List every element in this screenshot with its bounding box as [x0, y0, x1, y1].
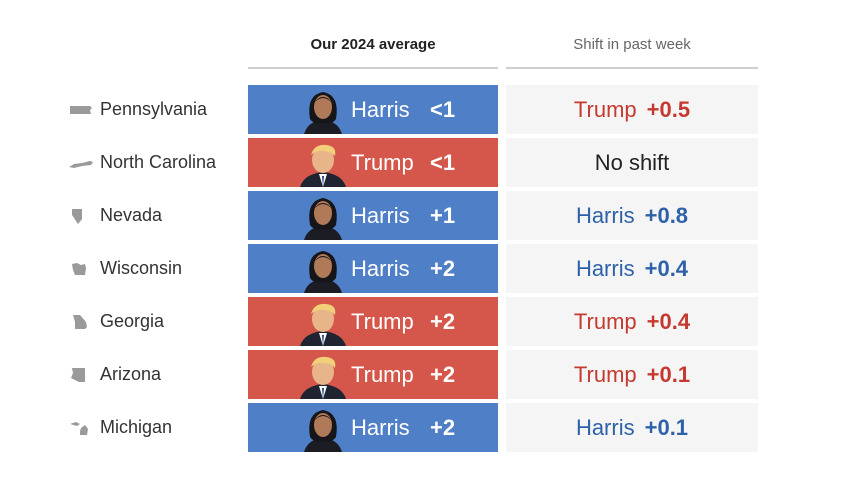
average-leader: Harris: [351, 256, 410, 281]
average-cell: Harris +2: [248, 403, 498, 452]
shift-cell: Harris +0.8: [506, 191, 758, 240]
average-leader: Trump: [351, 150, 414, 175]
michigan-outline-icon: [70, 421, 88, 435]
state-name: North Carolina: [100, 152, 217, 172]
state-name: Wisconsin: [100, 258, 183, 278]
state-label: Wisconsin: [68, 244, 243, 293]
nevada-outline-icon: [72, 208, 82, 224]
average-margin: <1: [430, 97, 456, 122]
state-name: Georgia: [100, 311, 165, 331]
column-header-average: Our 2024 average: [310, 36, 436, 53]
average-cell: Harris +2: [248, 244, 498, 293]
pennsylvania-outline-icon: [70, 105, 92, 114]
average-cell: Trump +2: [248, 297, 498, 346]
arizona-outline-icon: [71, 367, 85, 382]
average-margin: +2: [430, 309, 456, 334]
table-row: Michigan Harris +2 Harris +0.1: [0, 403, 861, 452]
shift-cell: Harris +0.4: [506, 244, 758, 293]
table-row: Pennsylvania Harris <1 Trump +0.5: [0, 85, 861, 134]
average-leader: Harris: [351, 203, 410, 228]
state-label: Georgia: [68, 297, 243, 346]
header-rule-average: [248, 67, 498, 69]
average-leader: Trump: [351, 362, 414, 387]
average-cell: Harris <1: [248, 85, 498, 134]
average-cell: Harris +1: [248, 191, 498, 240]
state-label: Arizona: [68, 350, 243, 399]
average-cell: Trump <1: [248, 138, 498, 187]
average-cell: Trump +2: [248, 350, 498, 399]
table-row: North Carolina Trump <1 No shift: [0, 138, 861, 187]
shift-leader: Harris: [575, 203, 635, 228]
shift-leader: Harris: [575, 415, 635, 440]
shift-leader: Harris: [575, 256, 635, 281]
average-leader: Harris: [351, 415, 410, 440]
georgia-outline-icon: [73, 314, 87, 329]
trump-portrait: [300, 356, 346, 399]
average-leader: Harris: [351, 97, 410, 122]
state-label: Nevada: [68, 191, 243, 240]
state-name: Arizona: [100, 364, 162, 384]
shift-value: +0.8: [644, 203, 689, 228]
header-rule-shift: [506, 67, 758, 69]
average-margin: +2: [430, 415, 456, 440]
harris-portrait: [304, 410, 342, 452]
state-name: Pennsylvania: [100, 99, 208, 119]
state-name: Nevada: [100, 205, 163, 225]
shift-value: +0.4: [644, 256, 689, 281]
average-margin: +2: [430, 256, 456, 281]
shift-cell: Trump +0.1: [506, 350, 758, 399]
shift-value: +0.1: [646, 362, 691, 387]
state-label: Pennsylvania: [68, 85, 243, 134]
shift-value: +0.4: [646, 309, 691, 334]
shift-leader: Trump: [573, 362, 637, 387]
shift-cell: No shift: [506, 138, 758, 187]
harris-portrait: [304, 92, 342, 134]
column-header-shift: Shift in past week: [573, 36, 691, 53]
shift-text: No shift: [594, 150, 670, 175]
table-row: Georgia Trump +2 Trump +0.4: [0, 297, 861, 346]
shift-leader: Trump: [573, 97, 637, 122]
state-label: North Carolina: [68, 138, 243, 187]
shift-cell: Trump +0.5: [506, 85, 758, 134]
average-leader: Trump: [351, 309, 414, 334]
harris-portrait: [304, 198, 342, 240]
harris-portrait: [304, 251, 342, 293]
trump-portrait: [300, 144, 346, 187]
average-margin: <1: [430, 150, 456, 175]
table-row: Nevada Harris +1 Harris +0.8: [0, 191, 861, 240]
table-row: Arizona Trump +2 Trump +0.1: [0, 350, 861, 399]
average-margin: +1: [430, 203, 456, 228]
wisconsin-outline-icon: [72, 262, 86, 275]
table-row: Wisconsin Harris +2 Harris +0.4: [0, 244, 861, 293]
state-label: Michigan: [68, 403, 243, 452]
average-margin: +2: [430, 362, 456, 387]
state-name: Michigan: [100, 417, 173, 437]
shift-leader: Trump: [573, 309, 637, 334]
shift-value: +0.5: [646, 97, 691, 122]
shift-cell: Harris +0.1: [506, 403, 758, 452]
shift-cell: Trump +0.4: [506, 297, 758, 346]
north-carolina-outline-icon: [69, 160, 93, 168]
shift-value: +0.1: [644, 415, 689, 440]
trump-portrait: [300, 303, 346, 346]
